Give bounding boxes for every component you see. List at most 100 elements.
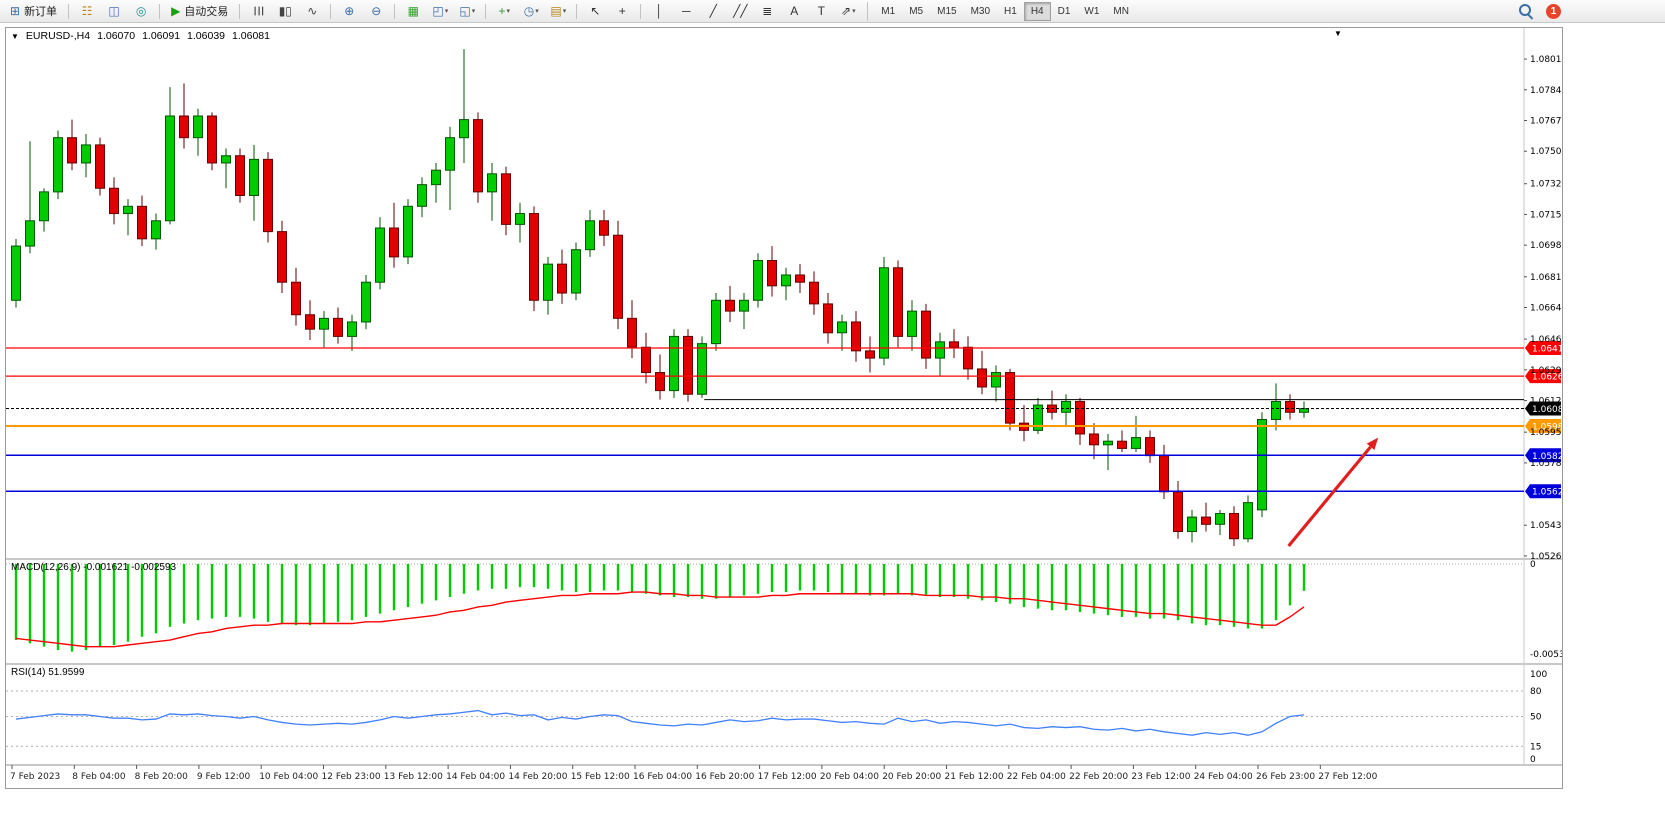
svg-text:9 Feb 12:00: 9 Feb 12:00 <box>197 772 251 782</box>
svg-text:50: 50 <box>1530 713 1542 723</box>
time-axis[interactable]: 7 Feb 2023 8 Feb 04:00 8 Feb 20:00 9 Feb 12… <box>10 765 1378 782</box>
candle <box>767 260 777 287</box>
candle <box>1117 440 1127 449</box>
candle <box>431 169 441 186</box>
candle <box>529 213 539 301</box>
candle <box>1159 455 1169 493</box>
candle <box>1201 516 1211 525</box>
channel-icon-glyph: ╱╱ <box>733 4 748 18</box>
candle <box>1145 437 1155 457</box>
bar-low: 1.06039 <box>187 30 226 42</box>
navigator-icon[interactable]: ◎ <box>128 1 154 21</box>
candle <box>319 317 329 330</box>
svg-text:13 Feb 12:00: 13 Feb 12:00 <box>384 772 443 782</box>
candle <box>207 115 217 164</box>
svg-text:8 Feb 20:00: 8 Feb 20:00 <box>135 772 189 782</box>
candle <box>179 115 189 139</box>
candle <box>851 321 861 352</box>
candle <box>1215 512 1225 525</box>
macd-histogram <box>14 564 1306 652</box>
profiles-icon[interactable]: ◱ ▾ <box>454 1 480 21</box>
price-axis[interactable]: 1.08015 1.07845 1.07675 1.07505 1.07325 1.071… <box>1524 55 1562 562</box>
market-watch-icon[interactable]: ☷ <box>74 1 100 21</box>
svg-text:1.05984: 1.05984 <box>1532 423 1562 433</box>
candle <box>669 335 679 392</box>
candle <box>501 173 511 225</box>
toolbar-separator <box>159 3 161 19</box>
candle <box>291 281 301 316</box>
new-chart-icon[interactable]: ◰ ▾ <box>427 1 453 21</box>
crosshair-icon[interactable]: + <box>609 1 635 21</box>
search-icon[interactable] <box>1518 3 1534 19</box>
chart-menu-icon[interactable]: ▼ <box>11 31 19 41</box>
svg-text:1.06260: 1.06260 <box>1532 373 1562 383</box>
new-order-button[interactable]: ⊞ 新订单 <box>4 1 63 21</box>
candle <box>809 281 819 305</box>
channel-icon[interactable]: ╱╱ <box>727 1 753 21</box>
new-order-button-label: 新订单 <box>24 6 58 18</box>
candle <box>1131 437 1141 449</box>
candle <box>739 299 749 312</box>
scroll-to-end-icon[interactable]: ▼ <box>1334 29 1342 38</box>
navigator-icon-glyph: ◎ <box>135 4 147 18</box>
svg-text:1.06985: 1.06985 <box>1530 241 1562 251</box>
text-icon[interactable]: A <box>781 1 807 21</box>
svg-text:80: 80 <box>1530 687 1542 697</box>
timeframe-w1[interactable]: W1 <box>1084 5 1100 17</box>
cursor-icon[interactable]: ↖ <box>582 1 608 21</box>
profiles-icon-glyph: ◱ <box>459 4 471 18</box>
candle <box>641 346 651 374</box>
chart-canvas[interactable]: 1.06416 1.06260 1.06081 1.05984 1.05822 1.056… <box>6 28 1562 788</box>
periods-button[interactable]: ◷ ▾ <box>518 1 544 21</box>
notification-badge[interactable]: 1 <box>1546 3 1561 19</box>
svg-text:21 Feb 12:00: 21 Feb 12:00 <box>945 772 1004 782</box>
svg-text:1.06810: 1.06810 <box>1530 273 1562 283</box>
tile-windows-icon[interactable]: ▦ <box>400 1 426 21</box>
candle <box>655 372 665 392</box>
timeframe-m5[interactable]: M5 <box>909 5 924 17</box>
zoom-in-icon[interactable]: ⊕ <box>336 1 362 21</box>
timeframe-mn[interactable]: MN <box>1113 5 1129 17</box>
horizontal-line-icon[interactable]: ─ <box>673 1 699 21</box>
bar-chart-icon-glyph: ☰ <box>251 5 266 17</box>
candle <box>277 231 287 283</box>
svg-text:1.06640: 1.06640 <box>1530 304 1562 314</box>
timeframe-m30[interactable]: M30 <box>970 5 991 17</box>
toolbar-separator <box>394 3 396 19</box>
candlestick-chart-icon[interactable]: ▮▯ <box>272 1 298 21</box>
macd-axis[interactable]: 0 -0.005384 <box>1530 560 1562 660</box>
vertical-line-icon[interactable]: │ <box>646 1 672 21</box>
svg-text:0: 0 <box>1530 755 1536 765</box>
svg-text:1.05780: 1.05780 <box>1530 459 1562 469</box>
indicators-button[interactable]: + ▾ <box>491 1 517 21</box>
trendline-icon[interactable]: ╱ <box>700 1 726 21</box>
fibonacci-icon[interactable]: ≣ <box>754 1 780 21</box>
data-window-icon[interactable]: ◫ <box>101 1 127 21</box>
templates-glyph: ▤ <box>550 4 562 18</box>
line-chart-icon[interactable]: ∿ <box>299 1 325 21</box>
svg-text:14 Feb 20:00: 14 Feb 20:00 <box>508 772 567 782</box>
bar-chart-icon[interactable]: ☰ <box>245 1 271 21</box>
timeframe-h1[interactable]: H1 <box>1004 5 1017 17</box>
shapes-button[interactable]: ⇗ ▾ <box>835 1 861 21</box>
arrow-object[interactable] <box>1287 445 1372 548</box>
candle <box>1299 408 1309 413</box>
svg-text:17 Feb 12:00: 17 Feb 12:00 <box>758 772 817 782</box>
candle <box>137 205 147 240</box>
zoom-out-icon[interactable]: ⊖ <box>363 1 389 21</box>
candle <box>473 119 483 193</box>
arrow-head[interactable] <box>1366 437 1379 451</box>
chart-symbol-period: EURUSD-,H4 <box>25 30 91 42</box>
bar-close: 1.06081 <box>232 30 270 42</box>
candle <box>1271 400 1281 421</box>
svg-text:27 Feb 12:00: 27 Feb 12:00 <box>1318 772 1377 782</box>
timeframe-h4[interactable]: H4 <box>1023 1 1051 21</box>
timeframe-d1[interactable]: D1 <box>1057 5 1071 17</box>
templates-button[interactable]: ▤ ▾ <box>545 1 571 21</box>
label-icon[interactable]: T <box>808 1 834 21</box>
rsi-axis[interactable]: 100 80 50 15 0 <box>1530 670 1547 765</box>
chart-window[interactable]: 1.06416 1.06260 1.06081 1.05984 1.05822 1.056… <box>5 27 1563 789</box>
timeframe-m1[interactable]: M1 <box>881 5 896 17</box>
timeframe-m15[interactable]: M15 <box>937 5 957 17</box>
autotrading-button[interactable]: ▶ 自动交易 <box>165 1 234 21</box>
